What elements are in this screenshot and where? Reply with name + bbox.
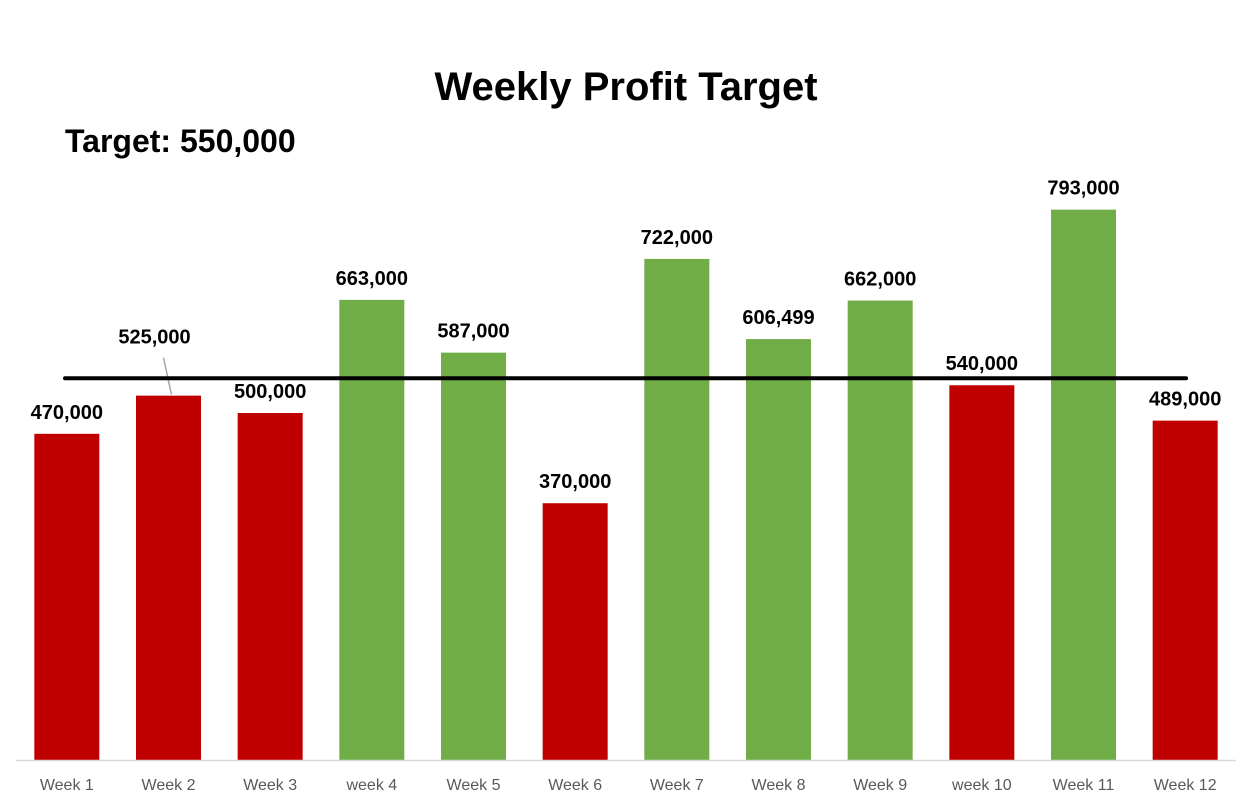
bar-7 — [644, 258, 710, 760]
x-tick-label-11: Week 11 — [1053, 777, 1115, 794]
x-tick-label-9: Week 9 — [853, 777, 907, 794]
x-tick-label-8: Week 8 — [752, 777, 806, 794]
bar-3 — [237, 413, 303, 760]
x-tick-label-4: week 4 — [345, 777, 397, 794]
data-label-9: 662,000 — [844, 269, 916, 291]
data-label-7: 722,000 — [641, 227, 713, 249]
data-label-10: 540,000 — [946, 353, 1018, 375]
bar-12 — [1152, 420, 1218, 760]
x-tick-label-3: Week 3 — [243, 777, 297, 794]
x-tick-label-7: Week 7 — [650, 777, 704, 794]
bar-6 — [542, 503, 608, 760]
x-tick-label-5: Week 5 — [447, 777, 501, 794]
x-tick-label-12: Week 12 — [1154, 777, 1217, 794]
bars-group — [34, 209, 1218, 760]
data-labels-group: 470,000 525,000 500,000 663,000 587,000 370,0… — [31, 178, 1222, 494]
data-label-4: 663,000 — [336, 268, 408, 290]
x-tick-label-6: Week 6 — [548, 777, 602, 794]
x-tick-label-2: Week 2 — [142, 777, 196, 794]
bar-9 — [847, 300, 913, 760]
x-tick-labels-group: Week 1 Week 2 Week 3 week 4 Week 5 Week 6 Week… — [40, 777, 1217, 794]
data-label-leader-line — [162, 357, 173, 395]
target-label: Target: 550,000 — [65, 123, 296, 159]
bar-11 — [1051, 209, 1116, 760]
chart-title: Weekly Profit Target — [434, 65, 817, 109]
data-label-8: 606,499 — [742, 307, 814, 329]
bar-2 — [136, 395, 201, 760]
x-tick-label-10: week 10 — [951, 777, 1012, 794]
x-tick-label-1: Week 1 — [40, 777, 94, 794]
bar-8 — [746, 339, 811, 760]
data-label-3: 500,000 — [234, 381, 306, 403]
bar-5 — [441, 352, 506, 760]
data-label-11: 793,000 — [1047, 178, 1119, 200]
bar-4 — [339, 299, 405, 760]
data-label-2: 525,000 — [118, 327, 190, 349]
bar-10 — [949, 385, 1015, 760]
data-label-6: 370,000 — [539, 471, 611, 493]
bar-1 — [34, 433, 100, 760]
data-label-1: 470,000 — [31, 402, 103, 424]
data-label-12: 489,000 — [1149, 389, 1221, 411]
data-label-5: 587,000 — [437, 321, 509, 343]
